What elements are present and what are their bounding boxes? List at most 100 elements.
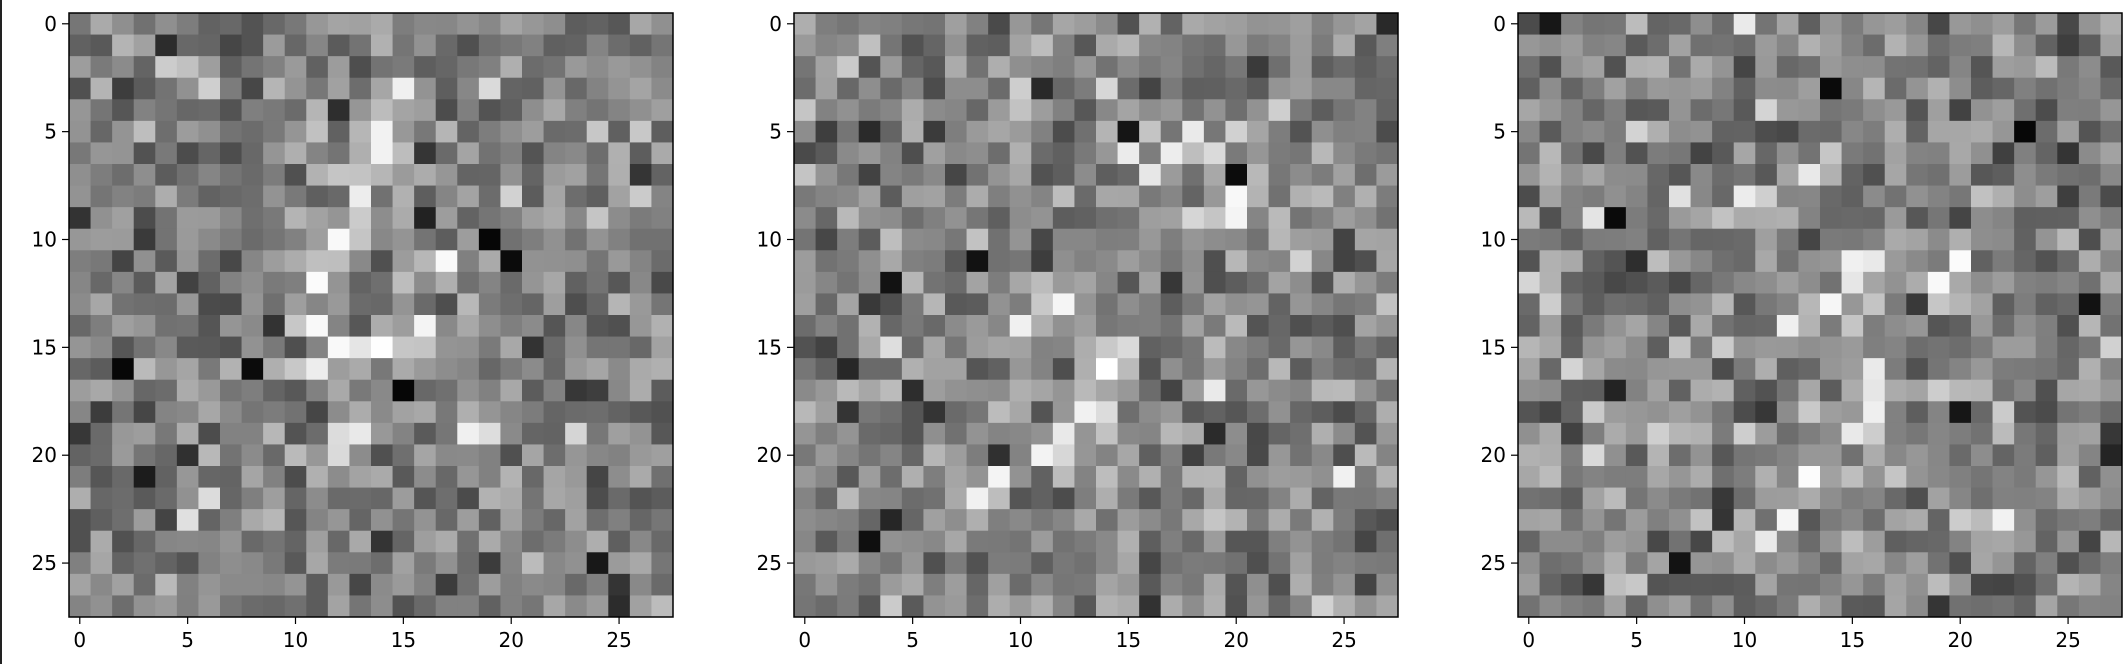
heatmap-cell <box>198 595 221 618</box>
heatmap-cell <box>2014 77 2037 100</box>
heatmap-cell <box>1798 530 1821 553</box>
heatmap-cell <box>1311 358 1334 381</box>
heatmap-cell <box>966 13 989 35</box>
heatmap-cell <box>1354 401 1377 424</box>
heatmap-cell <box>1096 34 1118 57</box>
heatmap-cell <box>608 379 631 402</box>
heatmap-cell <box>1798 336 1821 359</box>
heatmap-cell <box>176 99 199 122</box>
heatmap-cell <box>2035 401 2058 424</box>
heatmap-cell <box>1074 56 1097 79</box>
heatmap-cell <box>1009 142 1032 165</box>
heatmap-cell <box>1354 336 1377 359</box>
heatmap-cell <box>1354 595 1377 618</box>
heatmap-cell <box>815 34 838 57</box>
heatmap-cell <box>1927 13 1950 35</box>
heatmap-cell <box>1031 509 1054 532</box>
heatmap-cell <box>794 271 816 294</box>
heatmap-cell <box>133 164 156 186</box>
heatmap-cell <box>1884 164 1907 186</box>
heatmap-cell <box>608 401 631 424</box>
heatmap-cell <box>1625 271 1648 294</box>
heatmap-cell <box>198 56 221 79</box>
heatmap-cell <box>220 56 242 79</box>
heatmap-cell <box>522 358 544 381</box>
heatmap-cell <box>1798 293 1821 316</box>
heatmap-cell <box>1669 228 1691 251</box>
heatmap-cell <box>923 336 946 359</box>
heatmap-cell <box>1518 250 1540 273</box>
heatmap-cell <box>69 444 91 467</box>
heatmap-cell <box>858 271 881 294</box>
heatmap-cell <box>155 164 178 186</box>
heatmap-cell <box>1182 487 1205 510</box>
heatmap-cell <box>1160 466 1183 488</box>
heatmap-cell <box>608 99 631 122</box>
heatmap-cell <box>858 120 881 143</box>
heatmap-cell <box>945 164 967 186</box>
heatmap-cell <box>155 271 178 294</box>
heatmap-cell <box>1798 552 1821 575</box>
heatmap-cell <box>414 336 437 359</box>
heatmap-cell <box>112 552 135 575</box>
heatmap-cell <box>815 293 838 316</box>
heatmap-cell <box>176 142 199 165</box>
heatmap-cell <box>1117 444 1140 467</box>
heatmap-cell <box>1669 271 1691 294</box>
heatmap-cell <box>1992 530 2015 553</box>
heatmap-cell <box>435 422 458 445</box>
heatmap-cell <box>1561 34 1584 57</box>
heatmap-cell <box>522 552 544 575</box>
heatmap-cell <box>2100 573 2123 596</box>
heatmap-cell <box>2078 13 2101 35</box>
heatmap-cell <box>1863 250 1886 273</box>
heatmap-cell <box>923 379 946 402</box>
heatmap-cell <box>263 13 286 35</box>
heatmap-cell <box>1333 552 1356 575</box>
heatmap-cell <box>1604 487 1627 510</box>
heatmap-cell <box>1755 466 1778 488</box>
heatmap-cell <box>1160 77 1183 100</box>
heatmap-cell <box>586 336 609 359</box>
heatmap-cell <box>176 228 199 251</box>
heatmap-cell <box>945 573 967 596</box>
heatmap-cell <box>1074 228 1097 251</box>
heatmap-cell <box>1992 401 2015 424</box>
heatmap-cell <box>651 293 674 316</box>
heatmap-cell <box>1182 142 1205 165</box>
heatmap-cell <box>1009 34 1032 57</box>
heatmap-cell <box>1225 509 1248 532</box>
heatmap-cell <box>263 509 286 532</box>
heatmap-cell <box>1971 250 1993 273</box>
heatmap-cell <box>1755 552 1778 575</box>
heatmap-cell <box>923 487 946 510</box>
heatmap-cell <box>522 573 544 596</box>
heatmap-cell <box>586 573 609 596</box>
heatmap-cell <box>263 185 286 208</box>
heatmap-cell <box>988 271 1011 294</box>
heatmap-cell <box>1927 401 1950 424</box>
heatmap-cell <box>1376 164 1399 186</box>
heatmap-cell <box>1290 13 1313 35</box>
heatmap-cell <box>1733 207 1756 230</box>
heatmap-cell <box>1052 142 1075 165</box>
heatmap-cell <box>284 444 307 467</box>
axes-frame <box>68 12 674 618</box>
heatmap-cell <box>1376 207 1399 230</box>
heatmap-cell <box>1690 164 1713 186</box>
heatmap-cell <box>1604 99 1627 122</box>
heatmap-cell <box>1863 358 1886 381</box>
heatmap-cell <box>1225 56 1248 79</box>
heatmap-cell <box>327 422 350 445</box>
heatmap-cell <box>349 466 372 488</box>
heatmap-cell <box>1712 573 1735 596</box>
heatmap-cell <box>69 228 91 251</box>
heatmap-cell <box>1139 401 1162 424</box>
heatmap-cell <box>565 422 588 445</box>
heatmap-cell <box>2078 422 2101 445</box>
heatmap-cell <box>220 444 242 467</box>
heatmap-cell <box>306 422 329 445</box>
heatmap-cell <box>2014 271 2037 294</box>
heatmap-cell <box>1841 77 1864 100</box>
heatmap-cell <box>349 552 372 575</box>
